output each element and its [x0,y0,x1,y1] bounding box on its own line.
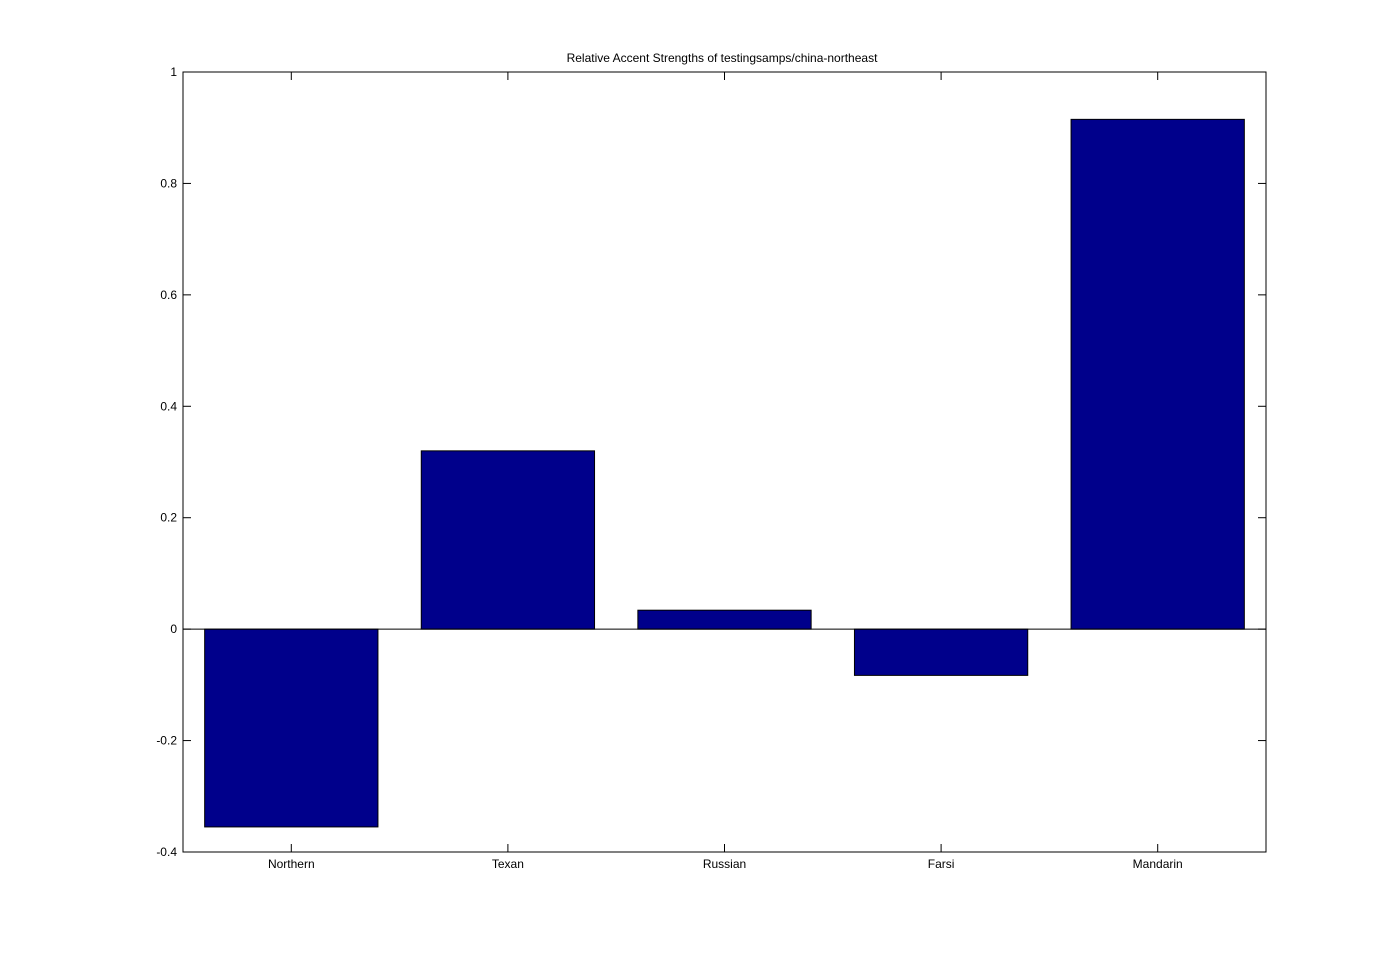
x-tick-label: Mandarin [1133,857,1183,871]
y-tick-label: 1 [170,65,177,79]
chart-title: Relative Accent Strengths of testingsamp… [567,51,879,65]
y-tick-label: -0.4 [156,845,177,859]
y-tick-label: 0.8 [160,176,177,190]
y-tick-label: -0.2 [156,734,177,748]
bar-farsi [853,628,1029,676]
x-tick-label: Russian [703,857,746,871]
bar-mandarin [1070,118,1245,630]
x-tick-label: Farsi [928,857,955,871]
bar-russian [637,609,812,630]
y-tick-label: 0.4 [160,399,177,413]
x-tick-label: Texan [492,857,524,871]
x-tick-label: Northern [268,857,315,871]
bar-texan [420,450,596,630]
y-axis-tick-labels: 1 0.8 0.6 0.4 0.2 0 -0.2 -0.4 [156,65,177,859]
ticks-layer [183,71,1266,853]
x-axis-tick-labels: Northern Texan Russian Farsi Mandarin [268,857,1183,871]
bars-layer [204,118,1245,828]
bar-northern [204,628,379,828]
y-tick-label: 0.2 [160,511,177,525]
y-tick-label: 0 [170,622,177,636]
y-tick-label: 0.6 [160,288,177,302]
